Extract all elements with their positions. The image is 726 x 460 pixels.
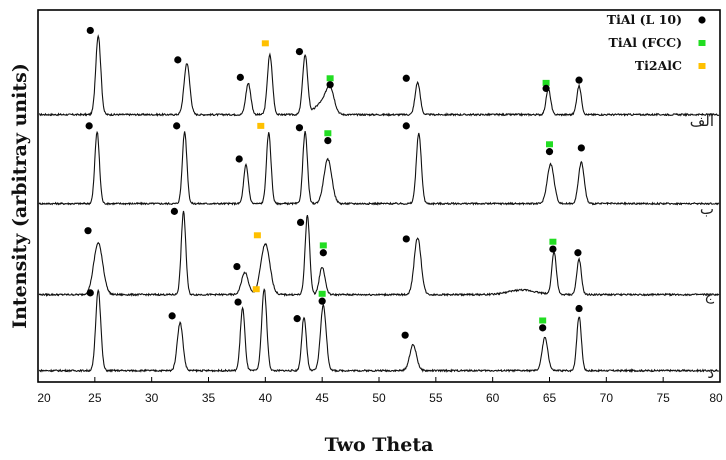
marker-l10-0-9 — [542, 84, 550, 92]
trace-label-1: ب — [700, 200, 714, 218]
marker-fcc-0-8 — [542, 79, 550, 86]
marker-l10-3-0 — [86, 289, 94, 297]
marker-l10-3-1 — [168, 312, 176, 320]
marker-l10-2-7 — [402, 235, 410, 243]
x-tick-label-5: 45 — [315, 391, 329, 405]
legend-label-2: Ti2AlC — [635, 58, 682, 73]
x-axis-title: Two Theta — [325, 434, 434, 456]
plot-frame — [37, 9, 721, 383]
x-tick-label-12: 80 — [709, 391, 723, 405]
marker-fcc-1-5 — [324, 130, 332, 137]
marker-l10-3-10 — [575, 304, 583, 313]
x-tick-label-3: 35 — [202, 391, 216, 405]
x-tick-label-2: 30 — [145, 391, 159, 405]
marker-l10-2-1 — [170, 207, 178, 215]
marker-l10-3-6 — [318, 297, 326, 305]
marker-l10-1-1 — [173, 122, 181, 130]
marker-l10-0-1 — [174, 56, 182, 64]
marker-l10-1-2 — [235, 155, 243, 163]
x-tick-label-10: 70 — [600, 391, 614, 405]
marker-fcc-3-8 — [539, 317, 547, 324]
legend: TiAl (L 10) TiAl (FCC) Ti2AlC — [607, 12, 706, 73]
x-tick-label-7: 55 — [429, 391, 443, 405]
legend-label-1: TiAl (FCC) — [609, 35, 682, 50]
x-axis-ticks: 20 25 30 35 40 45 50 55 60 65 70 75 80 — [37, 377, 723, 405]
x-tick-label-0: 20 — [37, 391, 51, 405]
marker-l10-2-10 — [574, 249, 582, 257]
marker-l10-2-9 — [549, 245, 557, 253]
marker-l10-2-4 — [296, 218, 305, 226]
x-tick-label-9: 65 — [543, 391, 557, 405]
marker-l10-0-0 — [86, 26, 94, 35]
trace-label-3: د — [707, 364, 714, 382]
marker-fcc-1-8 — [546, 141, 553, 148]
legend-marker-0 — [698, 16, 706, 24]
legend-marker-2 — [698, 63, 706, 69]
trace-line-2 — [38, 210, 720, 297]
trace-label-2: ج — [704, 286, 714, 305]
marker-l10-3-2 — [234, 298, 242, 306]
trace-line-1 — [38, 130, 720, 206]
marker-l10-0-4 — [295, 48, 304, 56]
trace-labels-group: الف ب ج د — [690, 112, 715, 382]
marker-l10-0-6 — [326, 81, 334, 89]
marker-l10-1-0 — [85, 122, 93, 130]
legend-label-0: TiAl (L 10) — [607, 12, 682, 27]
marker-l10-1-4 — [295, 124, 304, 132]
legend-marker-1 — [698, 40, 706, 46]
marker-l10-1-7 — [402, 122, 410, 130]
marker-fcc-0-5 — [326, 75, 334, 82]
marker-l10-1-10 — [577, 144, 585, 152]
marker-ti2alc-3-3 — [252, 286, 260, 293]
marker-l10-1-9 — [545, 148, 554, 156]
traces-group — [38, 34, 720, 373]
marker-l10-0-2 — [236, 73, 244, 81]
x-tick-label-11: 75 — [656, 391, 670, 405]
x-tick-label-6: 50 — [372, 391, 386, 405]
x-tick-label-4: 40 — [259, 391, 273, 405]
marker-fcc-3-5 — [318, 290, 326, 297]
marker-fcc-2-5 — [319, 242, 327, 249]
x-tick-label-1: 25 — [88, 391, 102, 405]
marker-l10-3-9 — [539, 324, 547, 332]
marker-l10-2-6 — [319, 249, 327, 257]
marker-ti2alc-2-3 — [253, 232, 261, 239]
y-axis-title: Intensity (arbitray units) — [9, 63, 31, 329]
x-tick-label-8: 60 — [486, 391, 500, 405]
marker-ti2alc-0-3 — [261, 40, 269, 47]
marker-ti2alc-1-3 — [257, 122, 265, 129]
trace-line-3 — [39, 288, 720, 373]
marker-l10-3-7 — [401, 331, 409, 339]
marker-l10-2-0 — [84, 227, 92, 235]
trace-label-0: الف — [690, 112, 714, 130]
marker-l10-0-10 — [575, 76, 583, 84]
marker-l10-2-2 — [233, 262, 241, 271]
marker-l10-1-6 — [324, 137, 332, 145]
marker-fcc-2-8 — [549, 238, 557, 245]
marker-l10-3-4 — [293, 315, 301, 323]
marker-l10-0-7 — [402, 74, 410, 82]
trace-line-0 — [39, 34, 720, 117]
phase-markers-group — [84, 26, 585, 339]
